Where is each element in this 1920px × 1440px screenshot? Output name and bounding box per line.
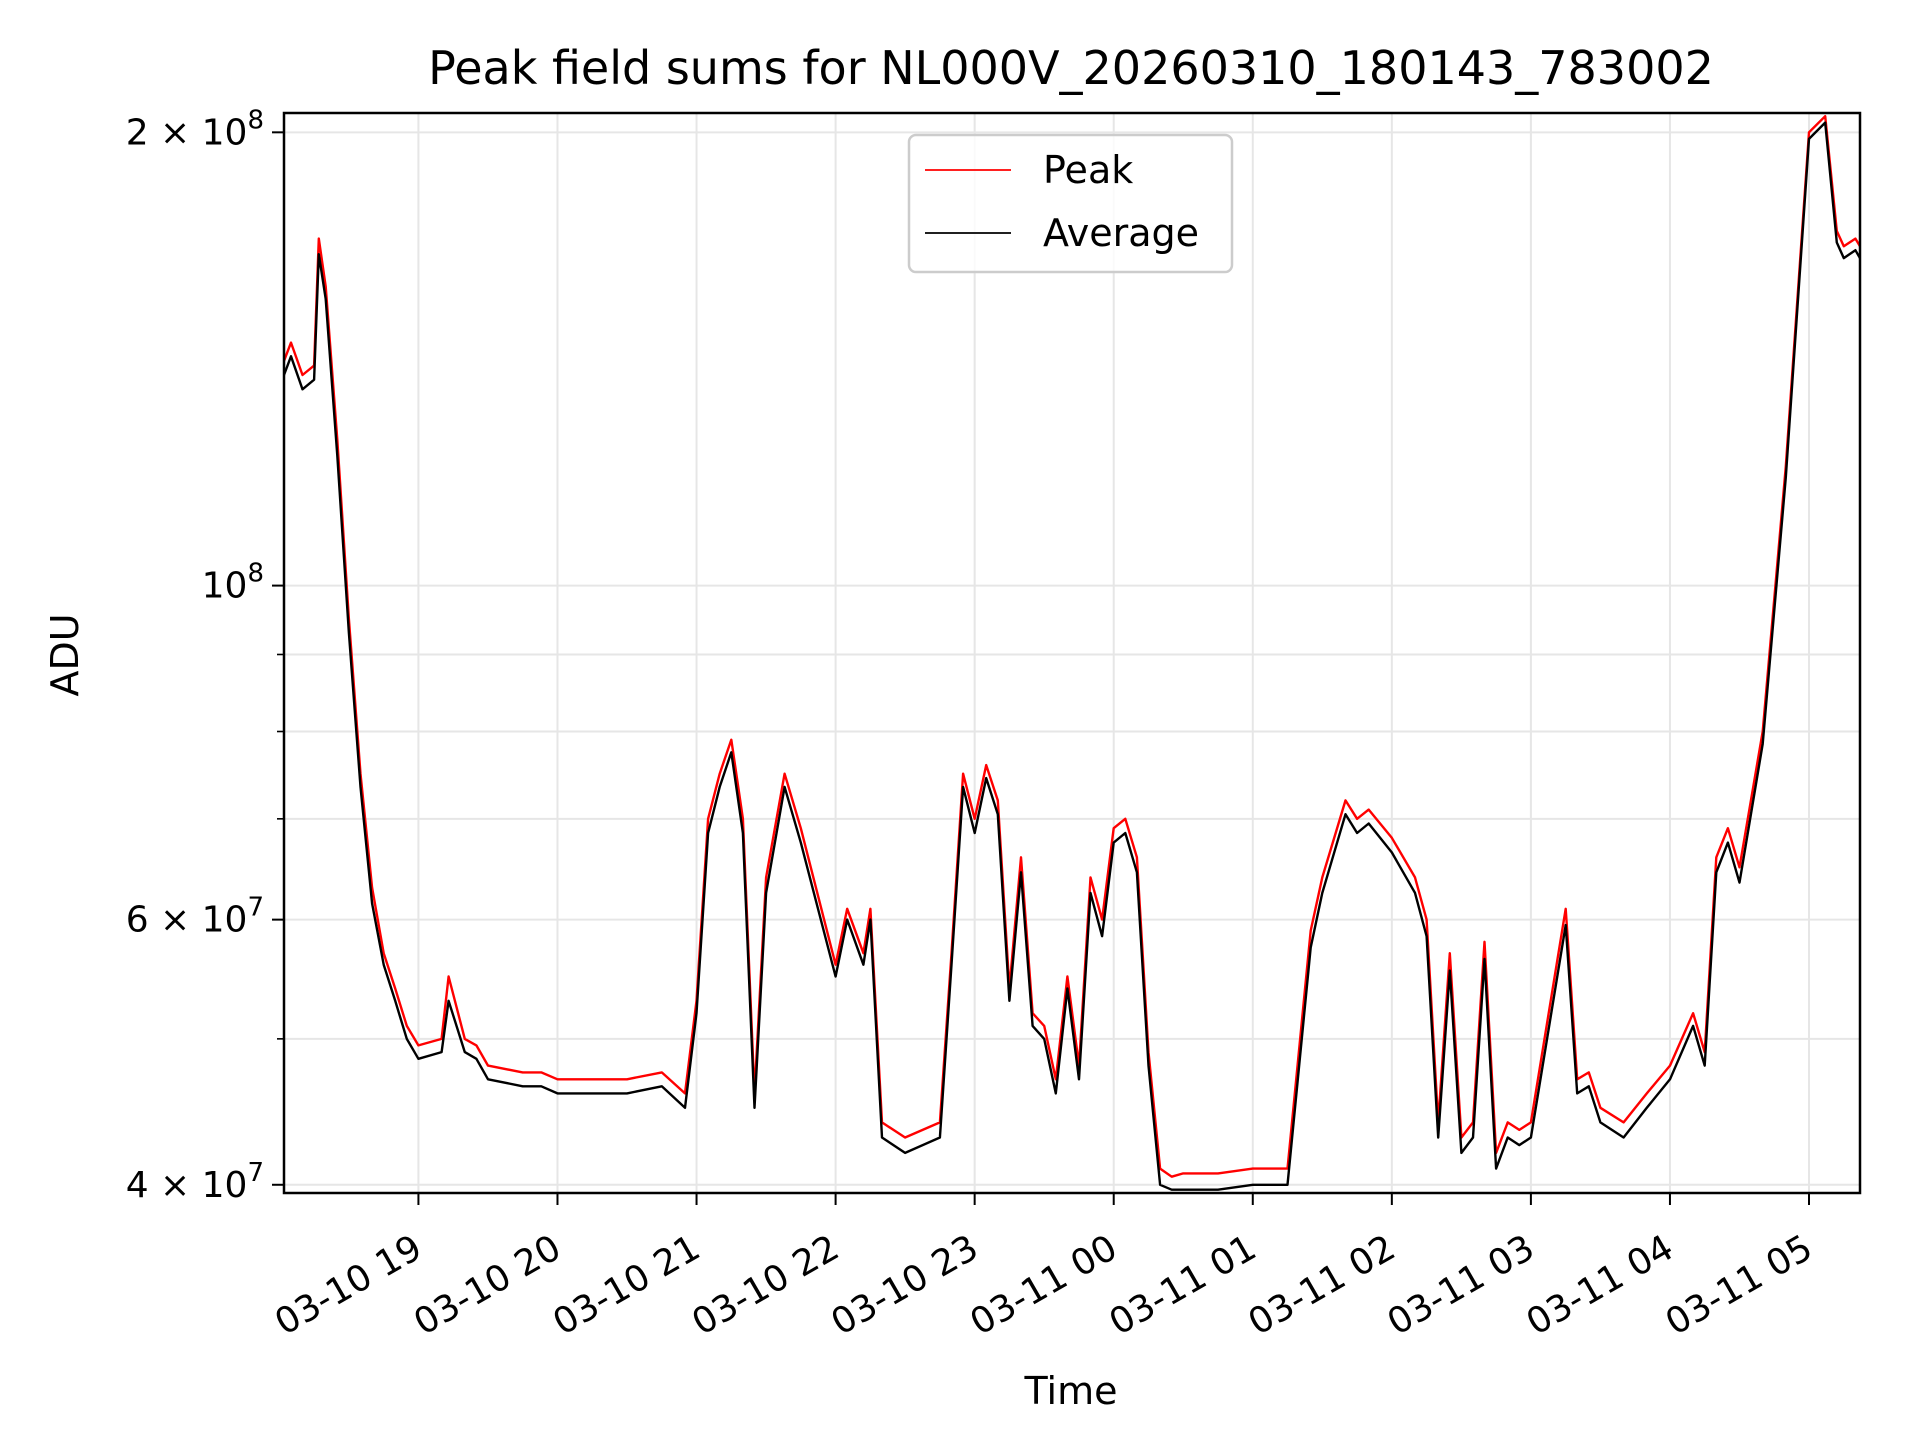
x-axis-label: Time (1024, 1369, 1118, 1413)
series-line-peak (282, 114, 1862, 1178)
x-tick-label: 03-11 04 (1520, 1227, 1681, 1343)
chart-title: Peak field sums for NL000V_20260310_1801… (428, 41, 1714, 95)
x-tick-label: 03-11 00 (964, 1227, 1125, 1343)
y-axis-ticks: 4 × 107 6 × 107 108 2 × 108 (126, 105, 284, 1206)
x-tick-label: 03-10 19 (268, 1227, 429, 1343)
x-tick-label: 03-11 05 (1659, 1227, 1820, 1343)
x-tick-label: 03-10 23 (824, 1227, 985, 1343)
plot-frame (282, 111, 1862, 1195)
x-tick-label: 03-11 01 (1103, 1227, 1264, 1343)
grid (284, 113, 1860, 1193)
x-tick-label: 03-11 02 (1242, 1227, 1403, 1343)
x-tick-label: 03-10 21 (546, 1227, 707, 1343)
series-line-average (282, 121, 1862, 1191)
y-tick-label: 4 × 107 (126, 1158, 264, 1206)
y-tick-label: 2 × 108 (126, 105, 264, 153)
plot-lines (282, 114, 1862, 1191)
y-axis-label: ADU (43, 613, 87, 696)
legend: Peak Average (907, 133, 1234, 274)
legend-peak-label: Peak (1043, 148, 1133, 192)
y-tick-label: 108 (202, 559, 264, 607)
x-tick-label: 03-11 03 (1381, 1227, 1542, 1343)
y-tick-label: 6 × 107 (126, 893, 264, 941)
legend-average-label: Average (1043, 211, 1199, 255)
x-tick-label: 03-10 20 (407, 1227, 568, 1343)
x-tick-label: 03-10 22 (685, 1227, 846, 1343)
